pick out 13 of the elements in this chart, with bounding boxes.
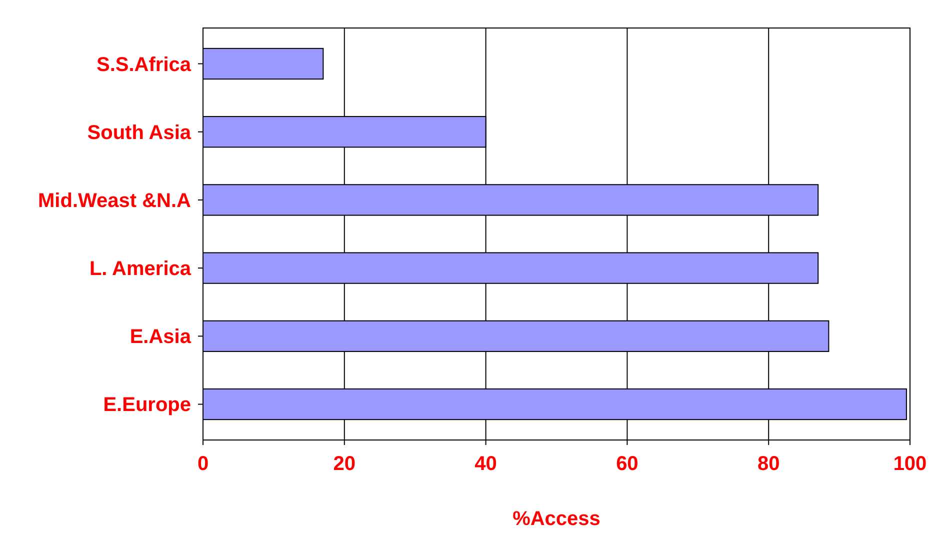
y-tick-label: Mid.Weast &N.A bbox=[38, 190, 191, 212]
y-tick-label: L. America bbox=[89, 258, 192, 280]
x-tick-label: 40 bbox=[474, 453, 497, 475]
y-tick-label: South Asia bbox=[87, 122, 192, 144]
x-tick-label: 0 bbox=[197, 453, 209, 475]
y-tick-label: E.Asia bbox=[130, 326, 192, 348]
x-tick-label: 80 bbox=[757, 453, 780, 475]
x-tick-label: 20 bbox=[333, 453, 356, 475]
y-tick-label: E.Europe bbox=[103, 394, 191, 416]
y-tick-label: S.S.Africa bbox=[96, 54, 192, 76]
x-tick-label: 60 bbox=[616, 453, 638, 475]
x-tick-label: 100 bbox=[893, 453, 927, 475]
x-axis-title: %Access bbox=[512, 508, 600, 530]
